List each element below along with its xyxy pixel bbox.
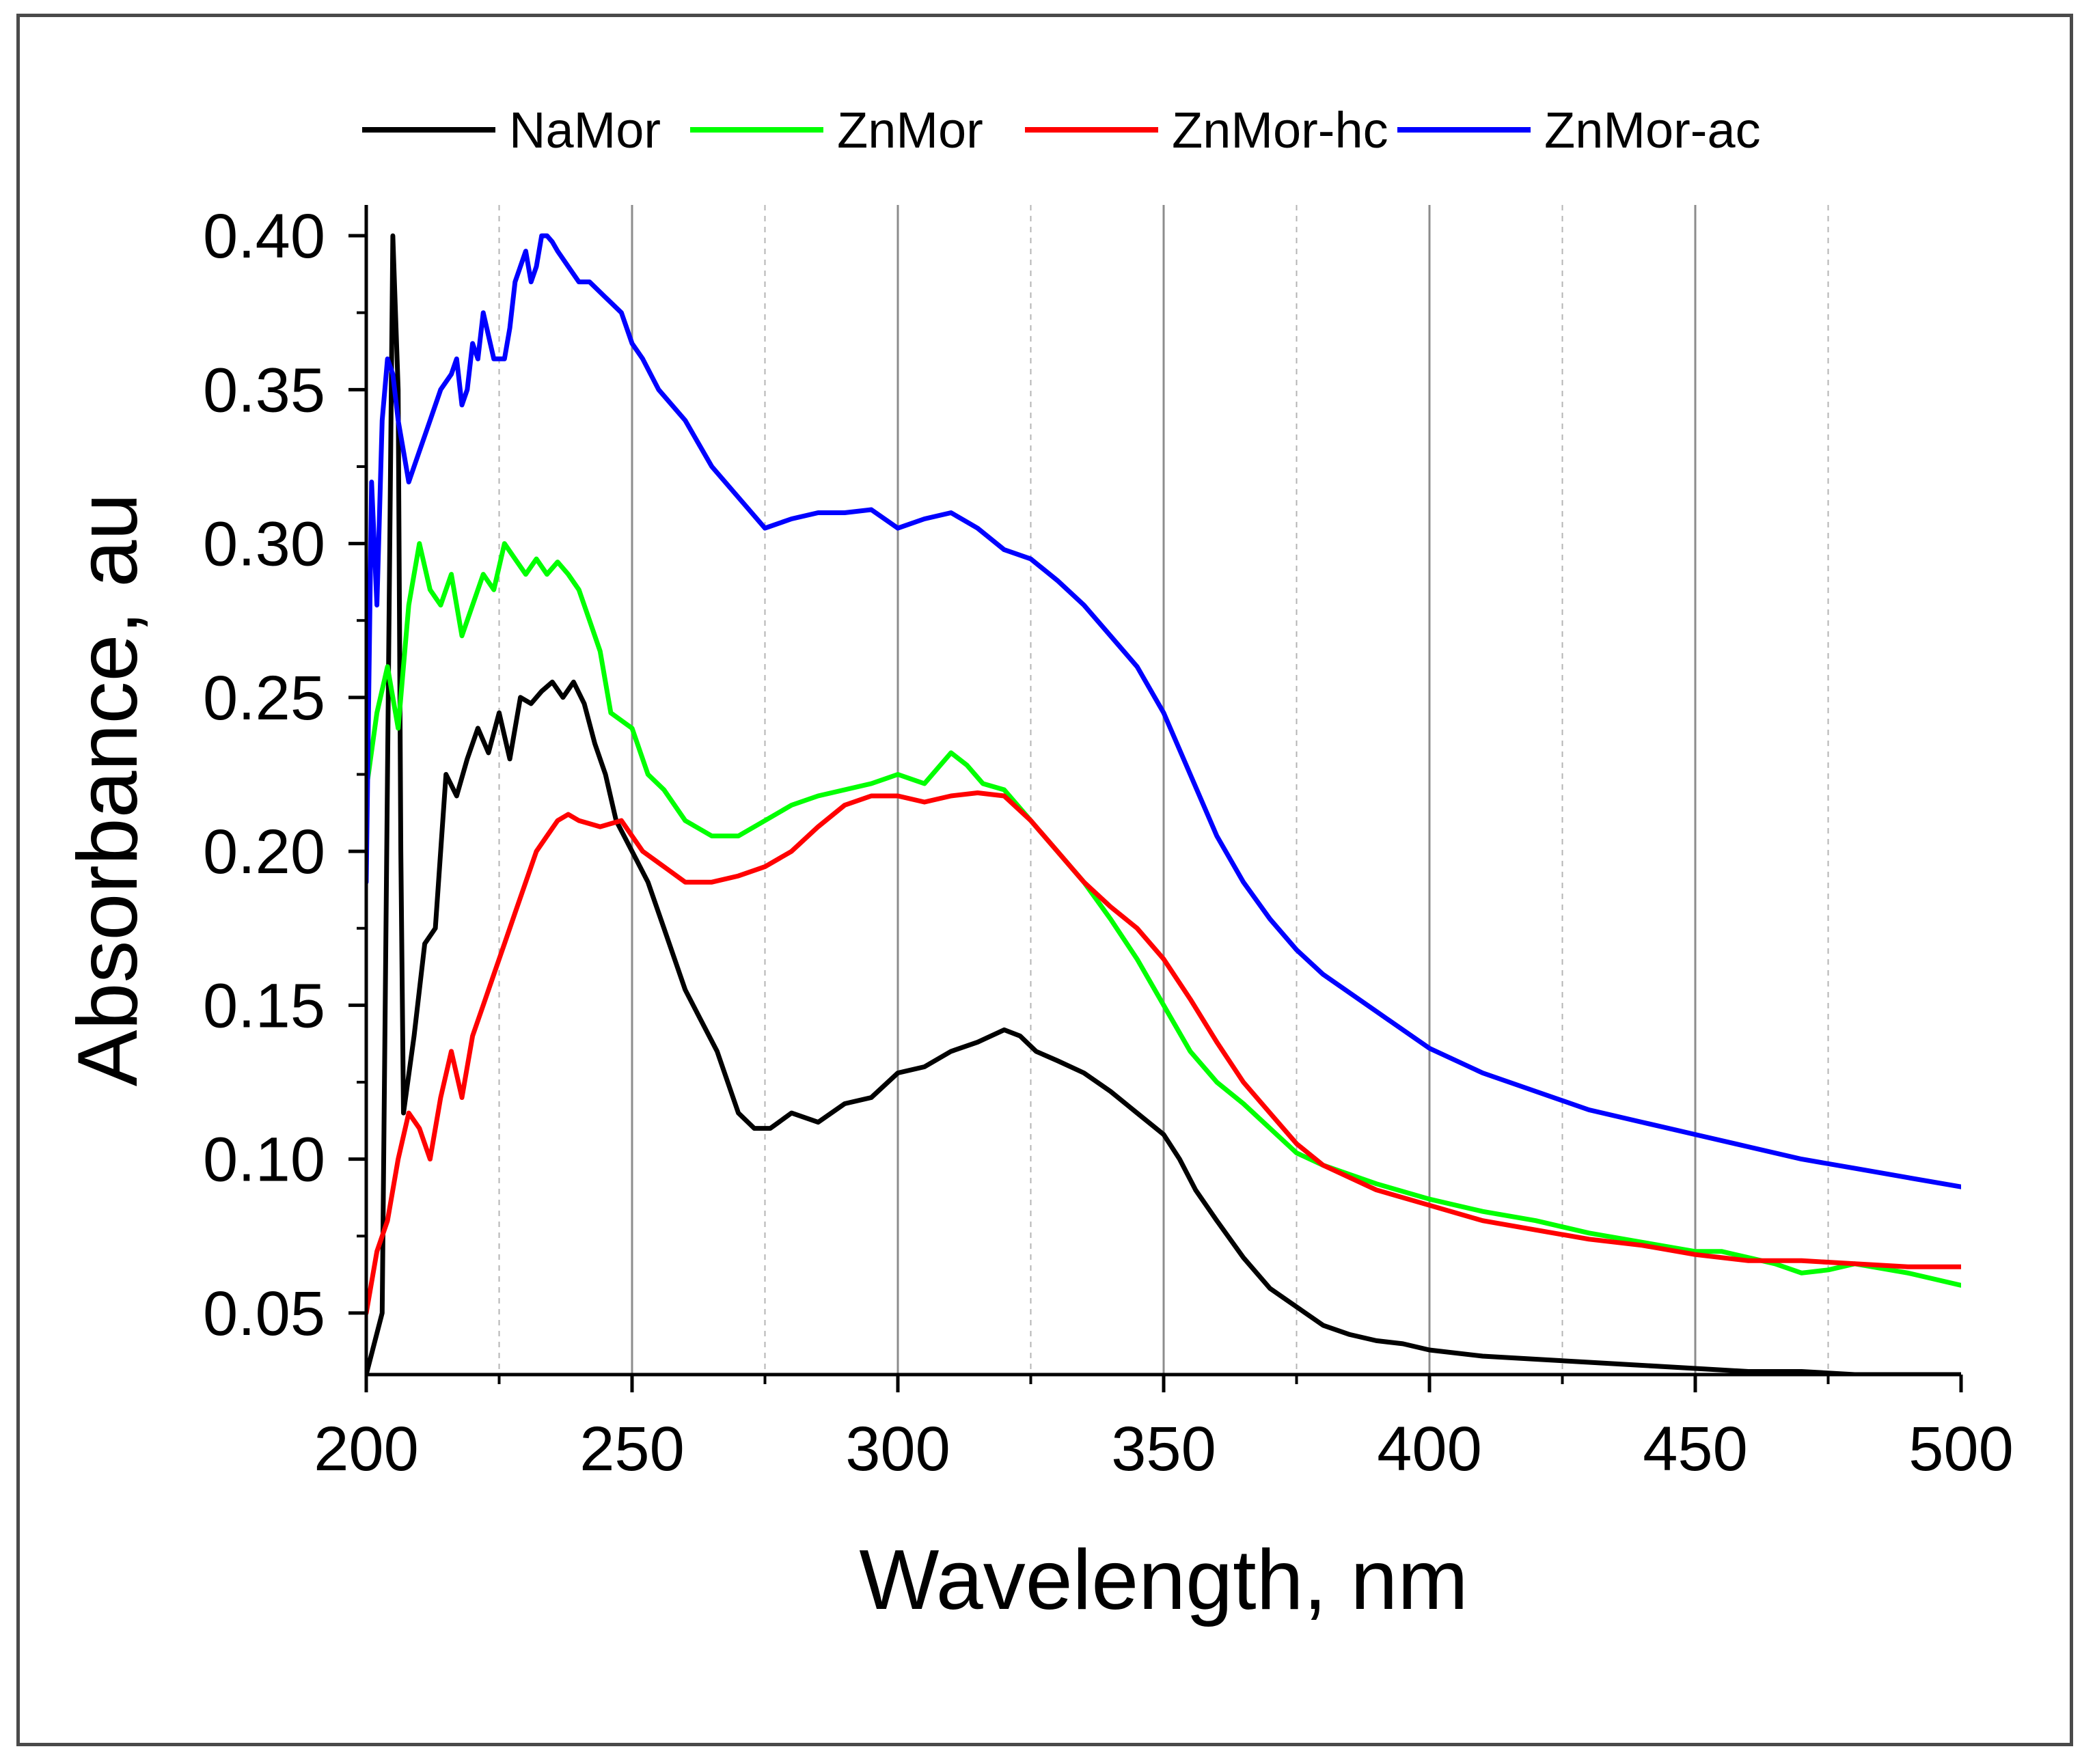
y-tick-label: 0.10 — [203, 1125, 325, 1195]
legend-label: ZnMor-ac — [1544, 102, 1761, 159]
x-axis-title: Wavelength, nm — [859, 1533, 1468, 1627]
legend-label: NaMor — [509, 102, 661, 159]
y-tick-label: 0.30 — [203, 510, 325, 579]
y-tick-label: 0.35 — [203, 355, 325, 425]
x-tick-label: 400 — [1377, 1414, 1482, 1484]
ticks — [348, 234, 1963, 1392]
x-tick-label: 250 — [579, 1414, 685, 1484]
legend: NaMor ZnMor ZnMor-hc ZnMor-ac — [362, 102, 1761, 159]
x-tick-label: 350 — [1111, 1414, 1216, 1484]
series-line-znmor — [366, 541, 1961, 1288]
x-tick-label: 200 — [314, 1414, 419, 1484]
figure-frame — [16, 14, 2073, 1746]
tick-labels: 200 250 300 350 400 450 500 0.05 0.10 0.15 0.20 0.2… — [203, 202, 2014, 1484]
y-tick-label: 0.40 — [203, 202, 325, 271]
series-layer — [366, 233, 1961, 1375]
x-tick-label: 500 — [1908, 1414, 2014, 1484]
y-tick-label: 0.20 — [203, 817, 325, 887]
series-line-znmor-ac — [366, 233, 1961, 1189]
x-tick-label: 450 — [1643, 1414, 1748, 1484]
legend-label: ZnMor-hc — [1172, 102, 1388, 159]
grid — [498, 205, 1829, 1375]
legend-label: ZnMor — [837, 102, 983, 159]
y-tick-label: 0.25 — [203, 663, 325, 733]
y-tick-label: 0.15 — [203, 971, 325, 1041]
series-line-namor — [366, 233, 1961, 1375]
x-tick-label: 300 — [845, 1414, 950, 1484]
series-line-znmor-hc — [366, 790, 1961, 1316]
y-axis-title: Absorbance, au — [61, 493, 155, 1087]
y-tick-label: 0.05 — [203, 1279, 325, 1349]
